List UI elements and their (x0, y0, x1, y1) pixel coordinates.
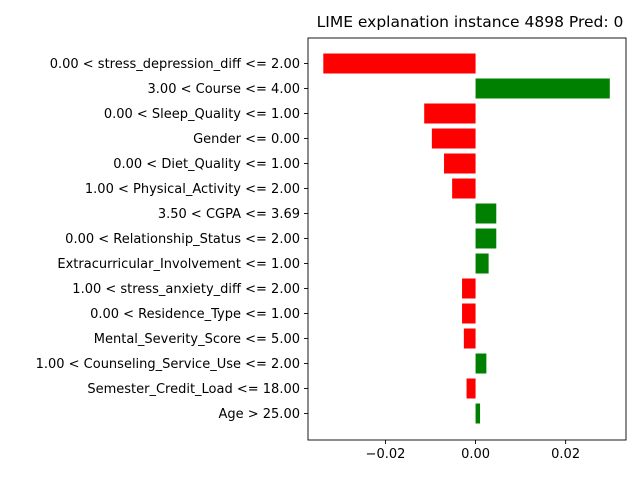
bar-3 (431, 128, 476, 149)
bar-9 (462, 278, 476, 299)
y-tick-label-8: Extracurricular_Involvement <= 1.00 (57, 257, 300, 272)
y-tick-labels: 0.00 < stress_depression_diff <= 2.00 3.0… (36, 57, 308, 422)
plot-frame (307, 37, 627, 441)
y-tick-label-4: 0.00 < Diet_Quality <= 1.00 (113, 157, 300, 172)
bar-12 (475, 353, 487, 374)
bar-0 (323, 53, 476, 74)
y-tick-label-12: 1.00 < Counseling_Service_Use <= 2.00 (36, 357, 300, 372)
y-tick-label-7: 0.00 < Relationship_Status <= 2.00 (65, 232, 300, 247)
y-tick-label-10: 0.00 < Residence_Type <= 1.00 (90, 307, 300, 322)
x-ticks: −0.02 0.00 0.02 (366, 440, 580, 462)
bar-7 (475, 228, 497, 249)
y-tick-label-0: 0.00 < stress_depression_diff <= 2.00 (50, 57, 300, 72)
bar-6 (475, 203, 497, 224)
bar-14 (475, 403, 481, 424)
y-tick-label-9: 1.00 < stress_anxiety_diff <= 2.00 (72, 282, 300, 297)
y-tick-label-14: Age > 25.00 (218, 407, 300, 422)
chart-title: LIME explanation instance 4898 Pred: 0 (317, 13, 624, 31)
x-tick-label-2: 0.02 (551, 447, 580, 462)
y-tick-label-3: Gender <= 0.00 (193, 132, 300, 147)
bar-10 (462, 303, 476, 324)
bars-group (323, 53, 610, 424)
bar-2 (424, 103, 476, 124)
y-tick-label-5: 1.00 < Physical_Activity <= 2.00 (85, 182, 300, 197)
y-tick-label-1: 3.00 < Course <= 4.00 (148, 82, 300, 97)
y-tick-label-11: Mental_Severity_Score <= 5.00 (94, 332, 300, 347)
bar-5 (452, 178, 476, 199)
bar-4 (444, 153, 476, 174)
y-tick-label-6: 3.50 < CGPA <= 3.69 (158, 207, 300, 222)
bar-8 (475, 253, 489, 274)
y-tick-label-13: Semester_Credit_Load <= 18.00 (87, 382, 300, 397)
y-tick-label-2: 0.00 < Sleep_Quality <= 1.00 (104, 107, 300, 122)
x-tick-label-1: 0.00 (461, 447, 490, 462)
bar-13 (466, 378, 476, 399)
x-tick-label-0: −0.02 (366, 447, 406, 462)
bar-1 (475, 78, 610, 99)
bar-11 (463, 328, 476, 349)
